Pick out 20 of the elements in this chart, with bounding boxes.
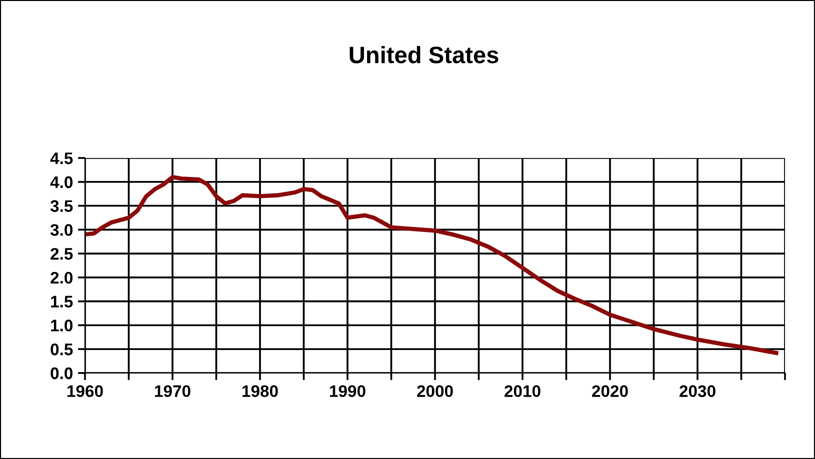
y-tick-label: 0.5 xyxy=(50,344,73,356)
x-tick-label: 1960 xyxy=(68,385,103,398)
chart-title: United States xyxy=(350,46,498,64)
y-tick-label: 1.0 xyxy=(51,320,73,332)
y-tick-label: 3.0 xyxy=(50,224,73,236)
y-tick-label: 3.5 xyxy=(50,200,73,212)
y-tick-label: 2.5 xyxy=(50,248,73,260)
x-tick-label: 2030 xyxy=(680,385,716,398)
y-tick-label: 4.5 xyxy=(50,152,73,164)
y-tick-label: 1.5 xyxy=(51,296,73,308)
x-tick-label: 2000 xyxy=(417,385,453,398)
line-series xyxy=(85,175,778,356)
y-tick-label: 0.0 xyxy=(50,367,73,380)
x-tick-label: 1970 xyxy=(155,385,190,398)
x-tick-label: 2010 xyxy=(504,385,540,398)
x-tick-label: 1980 xyxy=(242,385,278,398)
y-tick-label: 4.0 xyxy=(50,176,73,188)
x-tick-label: 2020 xyxy=(592,385,628,398)
x-tick-label: 1990 xyxy=(330,385,366,398)
y-tick-label: 2.0 xyxy=(50,272,73,284)
